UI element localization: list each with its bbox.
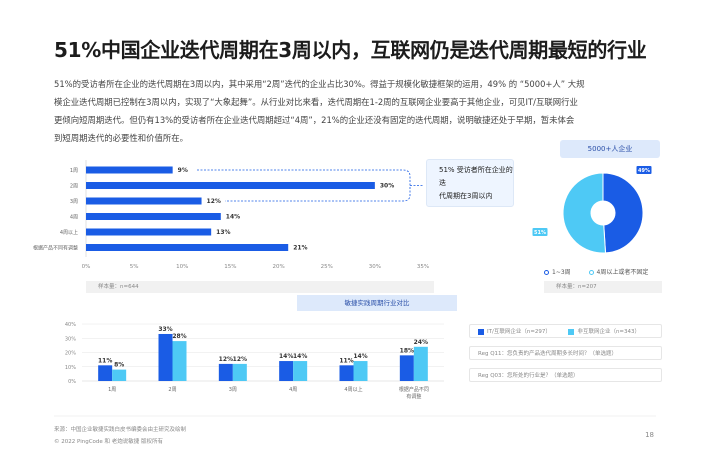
h-category-label: 根据产品不同有调整 <box>33 245 78 252</box>
v-value-label: 24% <box>414 339 428 346</box>
h-value-label: 21% <box>293 245 307 252</box>
v-bar <box>293 361 308 381</box>
question-note: Reg Q11：您负责的产品迭代周期多长时间？（单选题） <box>469 346 662 360</box>
paragraph-line: 51%的受访者所在企业的迭代周期在3周以内，其中采用“2周”迭代的企业占比30%… <box>54 79 585 89</box>
v-category-label: 1周 <box>108 387 116 393</box>
v-bar <box>279 361 294 381</box>
pie-value-label: 51% <box>534 230 546 236</box>
v-value-label: 11% <box>98 357 112 364</box>
legend-label: IT/互联网企业（n=297） <box>487 329 551 335</box>
h-tick-label: 15% <box>224 264 236 270</box>
callout-box: 51% 受访者所在企业的迭 代周期在3周以内 <box>426 159 514 207</box>
h-bar <box>86 182 375 189</box>
v-tick-label: 0% <box>68 379 76 385</box>
v-value-label: 18% <box>400 347 414 354</box>
h-value-label: 13% <box>216 229 230 236</box>
paragraph-line: 到短周期迭代的必要性和价值所在。 <box>54 133 188 143</box>
v-bar <box>158 333 173 381</box>
callout-line: 51% 受访者所在企业的迭 <box>439 166 513 187</box>
h-tick-label: 0% <box>82 264 91 270</box>
v-tick-label: 10% <box>65 365 76 371</box>
v-bar <box>98 365 113 381</box>
v-tick-label: 20% <box>65 351 76 357</box>
pie-value-tag <box>636 166 652 174</box>
v-bar <box>399 355 414 381</box>
copyright: © 2022 PingCode 和 老炮说敏捷 版权所有 <box>54 439 164 445</box>
v-bar <box>232 363 247 381</box>
pie-value-tag <box>532 228 548 236</box>
v-value-label: 11% <box>339 357 353 364</box>
v-category-label: 2周 <box>168 387 176 393</box>
callout-line: 代周期在3周以内 <box>439 192 493 200</box>
v-value-label: 12% <box>219 356 233 363</box>
legend-swatch-icon <box>568 328 575 335</box>
h-category-label: 4周以上 <box>60 229 78 236</box>
paragraph-line: 模企业迭代周期已控制在3周以内，实现了“大象起舞”。从行业对比来看，迭代周期在1… <box>54 97 578 107</box>
h-tick-label: 5% <box>130 264 139 270</box>
v-value-label: 28% <box>172 333 186 340</box>
h-category-label: 3周 <box>70 199 78 205</box>
v-value-label: 8% <box>114 362 124 369</box>
pie-slice <box>602 172 644 254</box>
sample-size-right: 样本量：n=207 <box>544 281 662 293</box>
h-bar <box>86 197 202 205</box>
v-value-label: 14% <box>353 353 367 360</box>
v-bar <box>112 369 127 381</box>
pie-legend: 1~3周 4周以上或者不固定 <box>544 267 648 276</box>
summary-paragraph: 51%的受访者所在企业的迭代周期在3周以内，其中采用“2周”迭代的企业占比30%… <box>54 75 662 147</box>
v-bar <box>353 361 368 381</box>
v-bar <box>339 365 354 381</box>
h-bar <box>86 228 212 236</box>
v-category-label: 4周 <box>289 387 297 393</box>
v-category-label: 3周 <box>229 387 237 393</box>
h-tick-label: 35% <box>417 264 429 270</box>
h-tick-label: 10% <box>176 264 188 270</box>
legend-dot-icon <box>588 270 594 275</box>
v-category-label: 根据产品不同 <box>399 386 429 393</box>
legend-swatch-icon <box>478 328 484 335</box>
source-note: 来源：中国企业敏捷实践白皮书编委会由主研究及绘制 <box>54 427 187 433</box>
v-tick-label: 30% <box>65 336 76 342</box>
page-title: 51%中国企业迭代周期在3周以内，互联网仍是迭代周期最短的行业 <box>54 38 647 62</box>
page-number: 18 <box>645 431 654 439</box>
h-category-label: 4周 <box>70 215 78 221</box>
h-category-label: 2周 <box>70 184 78 190</box>
h-value-label: 14% <box>226 214 240 221</box>
v-category-label: 4周以上 <box>344 386 362 393</box>
h-bar <box>86 166 173 174</box>
v-value-label: 14% <box>279 353 293 360</box>
pie-slice <box>562 172 607 254</box>
h-bar <box>86 213 221 220</box>
legend-dot-icon <box>544 270 549 275</box>
sample-size-left: 样本量：n=644 <box>86 281 434 293</box>
pie-legend-label: 4周以上或者不固定 <box>596 269 649 276</box>
compare-legend: IT/互联网企业（n=297） 非互联网企业（n=343） <box>469 324 662 338</box>
h-tick-label: 20% <box>272 264 284 270</box>
compare-title: 敏捷实践周期行业对比 <box>297 295 457 311</box>
v-bar <box>172 341 187 381</box>
legend-label: 非互联网企业（n=343） <box>577 329 641 335</box>
h-value-label: 9% <box>178 167 188 174</box>
v-value-label: 33% <box>158 326 172 333</box>
v-tick-label: 40% <box>65 322 76 328</box>
question-note: Reg Q03：您所处的行业是？（单选题） <box>469 368 662 382</box>
h-tick-label: 25% <box>321 264 333 270</box>
v-bar <box>218 363 233 381</box>
h-category-label: 1周 <box>70 168 78 174</box>
pie-title: 5000+人企业 <box>560 140 660 158</box>
h-tick-label: 30% <box>369 264 381 270</box>
v-value-label: 14% <box>293 353 307 360</box>
h-bar <box>86 244 289 251</box>
h-value-label: 12% <box>207 198 221 205</box>
h-value-label: 30% <box>380 183 394 190</box>
v-category-label: 有调整 <box>406 393 421 400</box>
v-bar <box>413 346 428 381</box>
pie-legend-label: 1~3周 <box>552 269 571 276</box>
pie-value-label: 49% <box>638 168 650 174</box>
v-value-label: 12% <box>233 356 247 363</box>
paragraph-line: 更倾向短周期迭代。但仍有13%的受访者所在企业迭代周期超过“4周”，21%的企业… <box>54 115 575 125</box>
